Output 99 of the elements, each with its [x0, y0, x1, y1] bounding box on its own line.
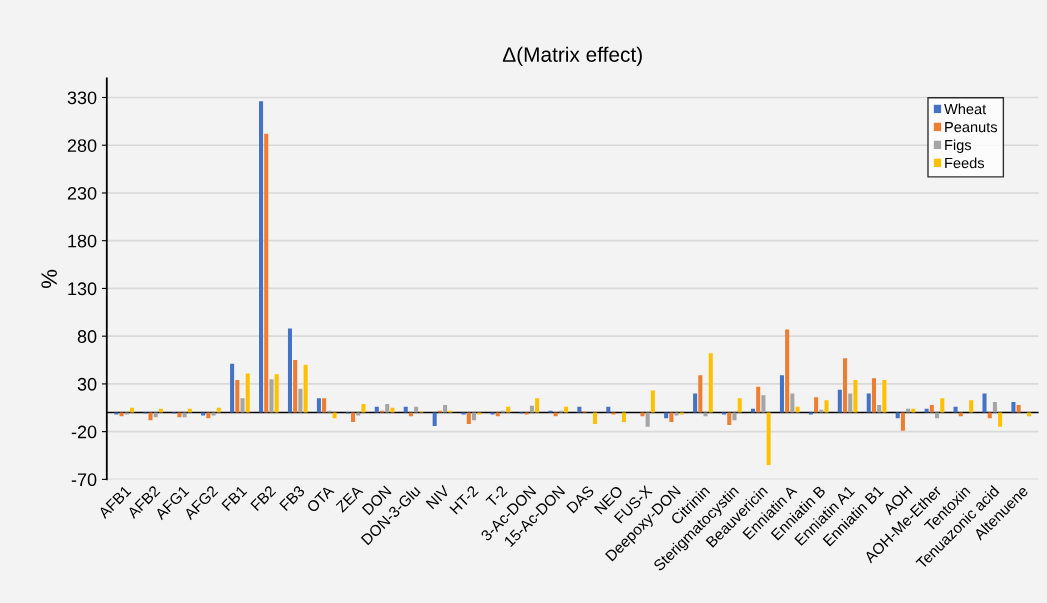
bar	[529, 405, 534, 413]
bar	[756, 386, 761, 413]
bar	[240, 398, 245, 413]
bar	[303, 364, 308, 413]
bar	[866, 393, 871, 413]
bar	[606, 406, 611, 413]
bar	[645, 412, 650, 427]
bar	[245, 373, 250, 413]
x-tick-label: FB3	[279, 485, 306, 512]
bar	[621, 412, 626, 423]
y-tick-label: 280	[67, 139, 97, 152]
x-tick-label: OTA	[306, 484, 335, 514]
y-tick-label: 80	[77, 330, 97, 343]
bar	[414, 406, 419, 413]
bar	[216, 407, 221, 413]
bar	[669, 412, 674, 423]
legend-label: Feeds	[945, 157, 985, 169]
bar	[998, 412, 1003, 427]
bar	[853, 380, 858, 413]
bar	[1016, 404, 1021, 413]
bar	[940, 398, 945, 413]
bar	[385, 403, 390, 413]
bar	[911, 408, 916, 413]
bar	[443, 404, 448, 413]
bar	[848, 393, 853, 413]
bar	[374, 406, 379, 413]
bar	[287, 328, 292, 413]
legend-label: Peanuts	[945, 122, 998, 133]
y-tick-label: 180	[68, 234, 97, 248]
bar	[732, 412, 737, 421]
x-tick-label: FB1	[221, 485, 248, 511]
y-axis-title: %	[41, 269, 57, 288]
bar	[158, 408, 163, 413]
bar	[906, 408, 911, 413]
y-tick-label: -20	[71, 425, 97, 439]
bar	[843, 358, 848, 413]
chart-title: Δ(Matrix effect)	[502, 46, 642, 67]
y-tick-label: -70	[71, 473, 97, 487]
bar	[766, 412, 771, 466]
bar	[432, 412, 437, 426]
bar	[129, 407, 134, 413]
bar	[877, 404, 882, 413]
bar	[693, 393, 698, 413]
bar	[235, 380, 240, 413]
bar	[761, 395, 766, 413]
bar	[322, 398, 327, 413]
bar	[790, 393, 795, 413]
y-tick-label: 30	[77, 377, 97, 391]
bar	[390, 407, 395, 413]
bar	[882, 380, 887, 413]
bar	[316, 398, 321, 413]
bar	[466, 412, 471, 425]
bar	[298, 388, 303, 413]
bar	[698, 375, 703, 413]
bar	[837, 389, 842, 413]
bar	[727, 412, 732, 425]
bar	[750, 408, 756, 413]
bar	[992, 402, 997, 413]
bar	[577, 406, 582, 413]
bar	[187, 408, 192, 413]
bar	[564, 406, 569, 413]
bar	[403, 406, 408, 413]
bar	[592, 412, 598, 425]
bar	[819, 409, 824, 413]
y-tick-label: 330	[67, 91, 97, 105]
bar	[814, 397, 819, 413]
bar	[824, 400, 829, 413]
bar	[269, 379, 274, 413]
bar	[708, 353, 713, 413]
bar	[230, 363, 235, 413]
legend-label: Wheat	[944, 103, 987, 115]
bar	[274, 374, 279, 413]
bar	[969, 400, 974, 413]
y-tick-label: 230	[67, 186, 97, 200]
bar	[259, 101, 264, 413]
bar	[351, 412, 356, 423]
bar	[779, 375, 784, 413]
bar	[737, 398, 742, 413]
bar	[953, 406, 958, 413]
legend-label: Figs	[945, 139, 972, 154]
y-tick-label: 130	[68, 282, 97, 296]
bar	[148, 412, 153, 421]
bar	[506, 406, 511, 413]
bar	[650, 390, 655, 413]
bar	[900, 412, 905, 431]
bar	[293, 360, 298, 413]
bar	[785, 329, 790, 413]
bar	[929, 404, 934, 413]
bar	[871, 378, 876, 413]
bar	[535, 398, 540, 413]
x-tick-label: ZEA	[335, 484, 364, 513]
bar	[795, 406, 800, 413]
bar	[924, 408, 929, 413]
bar	[361, 403, 366, 413]
bar	[982, 393, 987, 413]
bar	[1011, 402, 1016, 413]
x-tick-label: FB2	[250, 485, 277, 511]
bar	[264, 133, 269, 413]
bar	[472, 412, 477, 421]
